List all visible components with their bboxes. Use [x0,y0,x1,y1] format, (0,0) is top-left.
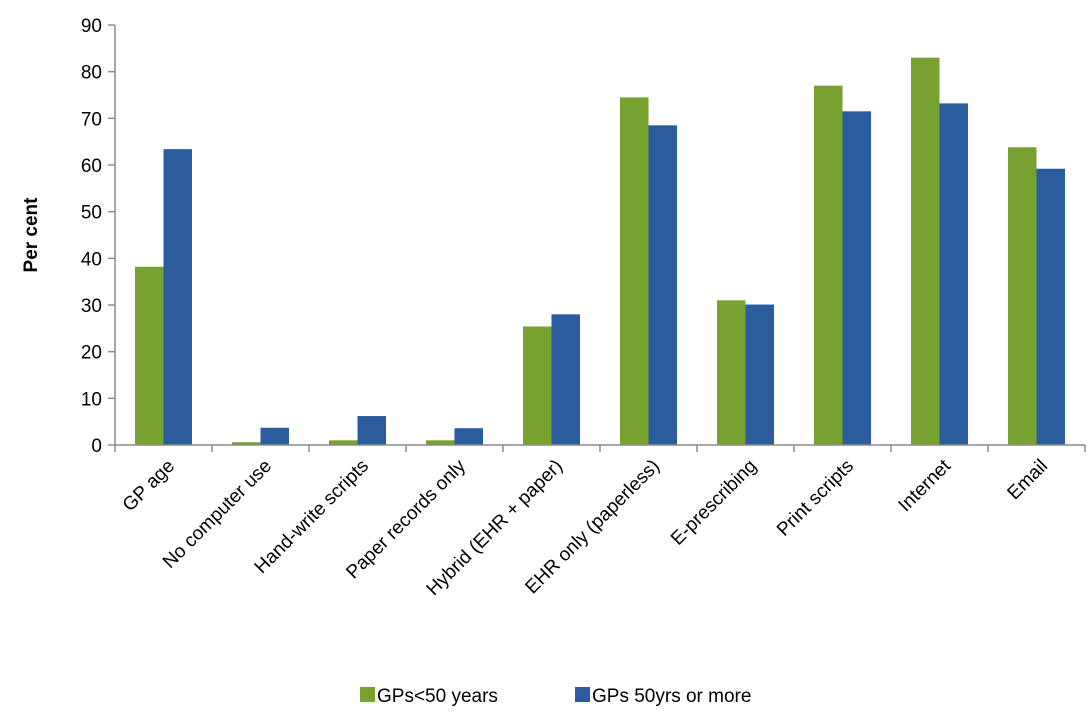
bar-under-50 [1008,147,1037,445]
legend-label: GPs 50yrs or more [592,686,751,707]
y-tick-label: 60 [81,156,102,177]
legend-swatch [575,687,590,702]
legend-label: GPs<50 years [377,686,498,707]
y-tick-label: 70 [81,109,102,130]
bar-50-plus [163,149,192,445]
y-tick-label: 40 [81,249,102,270]
bar-50-plus [842,111,871,445]
bar-50-plus [260,427,289,445]
bars-group [135,57,1065,446]
y-tick-label: 50 [81,203,102,224]
bar-50-plus [1036,168,1065,445]
bar-50-plus [454,428,483,445]
y-tick-label: 90 [81,16,102,37]
y-axis-title: Per cent [21,197,42,273]
bar-under-50 [620,97,649,445]
bar-under-50 [911,57,940,446]
bar-under-50 [135,266,164,445]
bar-under-50 [814,85,843,446]
bar-under-50 [232,442,261,445]
bar-50-plus [551,314,580,445]
bar-50-plus [648,125,677,445]
x-tick-label: Internet [895,455,956,516]
x-tick-label: Email [1004,456,1052,504]
legend: GPs<50 years GPs 50yrs or more [360,686,751,707]
bar-under-50 [717,300,746,445]
y-tick-label: 20 [81,343,102,364]
bar-under-50 [426,440,455,445]
legend-swatch [360,687,375,702]
bar-under-50 [523,326,552,445]
x-tick-label: E-prescribing [667,456,761,550]
bar-50-plus [357,416,386,445]
y-tick-label: 80 [81,63,102,84]
y-ticks-group: 0 10 20 30 40 50 60 70 80 90 [81,16,115,457]
bar-50-plus [745,304,774,445]
y-tick-label: 0 [91,436,102,457]
bar-under-50 [329,440,358,445]
y-tick-label: 30 [81,296,102,317]
y-tick-label: 10 [81,389,102,410]
bar-50-plus [939,103,968,446]
x-tick-label: GP age [119,456,179,516]
x-tick-label: Print scripts [773,456,858,541]
